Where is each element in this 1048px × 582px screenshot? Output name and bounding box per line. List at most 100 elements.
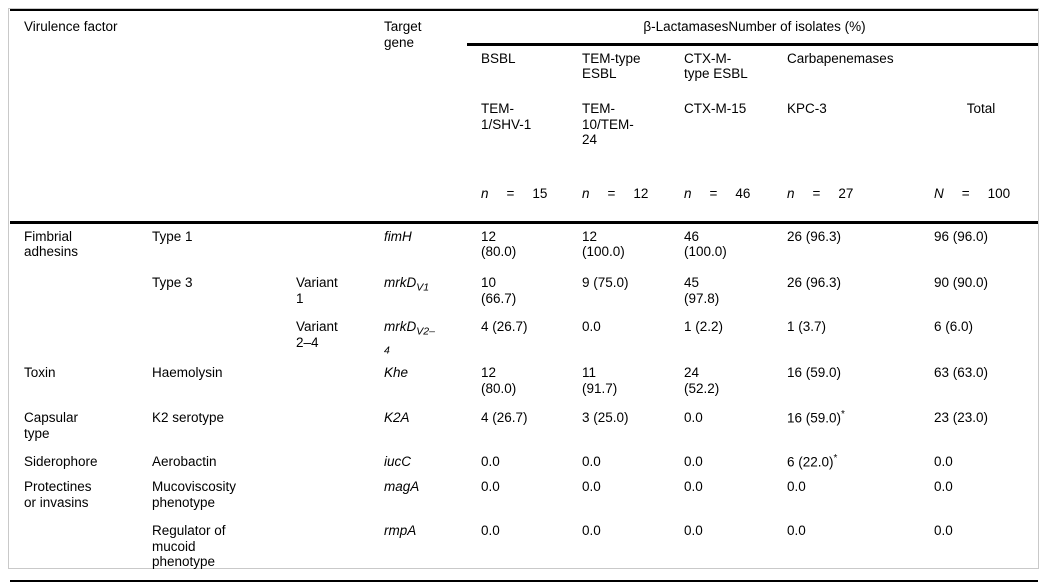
value-text: 6 (6.0) [934,319,974,334]
value-cell: 0.0 [920,474,1038,518]
count-equals: = [961,185,970,201]
count-equals: = [607,185,616,201]
beta-lactamases-virulence-table: Virulence factor Target gene β-Lactamase… [10,9,1039,582]
value-cell: 4 (26.7) [467,314,568,360]
count-expression: N = 100 [934,186,1028,202]
count-ctx-m-type-esbl: n = 46 [670,165,773,222]
value-text: 0.0 [787,523,806,539]
header-carbapenemases: Carbapenemases [787,50,894,66]
header-row-1: Virulence factor Target gene β-Lactamase… [10,9,1039,222]
value-cell: 0.0 [670,449,773,474]
target-gene-cell: magA [370,474,467,518]
value-text: 0.0 [481,479,500,495]
header-tem-type-esbl: TEM-type ESBL [582,50,641,82]
value-cell: 63 (63.0) [920,360,1038,405]
target-gene-cell: rmpA [370,518,467,582]
table-frame: Virulence factor Target gene β-Lactamase… [8,8,1039,582]
count-symbol: n [582,185,590,201]
subtype-cell: Type 1 [138,220,282,270]
value-text: 0.0 [481,454,500,470]
value-text: 0.0 [481,523,500,539]
table-row: Toxin Haemolysin Khe 12 (80.0) 11 (91.7) 24 (… [10,360,1038,405]
value-text: 1 (3.7) [787,319,827,334]
value-cell: 0.0 [467,449,568,474]
header-row-2: BSBL TEM-type ESBL CTX-M- type ESBL Carb… [10,44,1038,96]
value-cell: 12 (100.0) [568,220,670,270]
count-carbapenemases: n = 27 [773,165,920,222]
value-text: 16 (59.0) [787,365,842,381]
header-spacer-variant [282,9,370,222]
value-text: 0.0 [684,523,703,539]
count-value: 12 [633,185,649,201]
value-text: 11 (91.7) [582,365,618,396]
variant-cell [282,360,370,405]
target-gene-cell: iucC [370,449,467,474]
value-cell: 0.0 [670,518,773,582]
value-text: 3 (25.0) [582,410,629,426]
value-cell: 10 (66.7) [467,270,568,314]
value-cell: 45 (97.8) [670,270,773,314]
count-equals: = [506,185,515,201]
value-text: 46 (100.0) [684,228,727,260]
value-cell: 0.0 [568,449,670,474]
variant-cell [282,474,370,518]
value-text: 96 (96.0) [934,228,989,244]
value-text: 24 (52.2) [684,365,720,396]
value-cell: 12 (80.0) [467,220,568,270]
gene-name: iucC [384,454,412,470]
table-header: Virulence factor Target gene β-Lactamase… [10,9,1039,222]
gene-subscript-text: V1 [416,281,430,294]
table-body: Fimbrial adhesins Type 1 fimH 12 (80.0) 12 (… [10,220,1039,582]
count-symbol: n [787,185,795,201]
value-cell: 0.0 [920,449,1038,474]
value-text: 12 (80.0) [481,365,517,396]
header-total: Total [966,101,996,116]
table-row: Fimbrial adhesins Type 1 fimH 12 (80.0) 12 (… [10,220,1039,270]
subtype-cell: Aerobactin [152,454,217,470]
table-row: Variant 2–4 mrkDV2– 4 4 (26.7) 0.0 1 (2.2) 1 … [10,314,1038,360]
value-cell: 3 (25.0) [568,405,670,449]
count-equals: = [812,185,821,201]
value-text: 4 (26.7) [481,319,528,334]
value-text: 6 (22.0) [787,454,834,470]
header-tem-1-shv-1: TEM- 1/SHV-1 [481,101,532,132]
gene-subscript-text: V2– 4 [384,325,435,357]
header-spacer-total [920,44,1038,96]
value-cell: 0.0 [568,518,670,582]
variant-cell: Variant 2–4 [296,319,338,350]
count-value: 46 [735,185,751,201]
footnote-marker: * [833,453,838,465]
value-text: 90 (90.0) [934,275,989,290]
count-tem-type-esbl: n = 12 [568,165,670,222]
value-cell: 96 (96.0) [920,220,1039,270]
count-expression: n = 27 [787,186,910,202]
header-bsbl: BSBL [481,50,516,66]
count-value: 100 [987,185,1011,201]
subtype-cell: Mucoviscosity phenotype [152,479,237,510]
gene-name: rmpA [384,523,417,539]
value-text: 4 (26.7) [481,410,528,426]
value-cell: 0.0 [773,474,920,518]
target-gene-cell: Khe [370,360,467,405]
count-equals: = [709,185,718,201]
table-row: Protectines or invasins Mucoviscosity phe… [10,474,1038,518]
value-cell: 6 (22.0)* [773,449,920,474]
value-text: 0.0 [582,319,601,334]
value-cell: 16 (59.0)* [773,405,920,449]
value-cell: 9 (75.0) [568,270,670,314]
value-text: 16 (59.0) [787,410,842,426]
subtype-cell: Haemolysin [152,365,223,381]
value-text: 12 (100.0) [582,228,625,260]
value-cell: 4 (26.7) [467,405,568,449]
value-cell: 0.0 [670,405,773,449]
value-text: 0.0 [934,479,953,495]
virulence-factor-cell: Protectines or invasins [24,479,92,510]
value-text: 9 (75.0) [582,275,629,290]
count-symbol: N [934,185,944,201]
target-gene-cell: mrkDV1 [370,270,467,314]
value-text: 0.0 [787,479,806,495]
variant-cell: Variant 1 [296,275,338,306]
gene-name: mrkD [384,319,417,334]
virulence-factor-cell: Fimbrial adhesins [10,220,138,270]
virulence-factor-cell [10,270,138,314]
